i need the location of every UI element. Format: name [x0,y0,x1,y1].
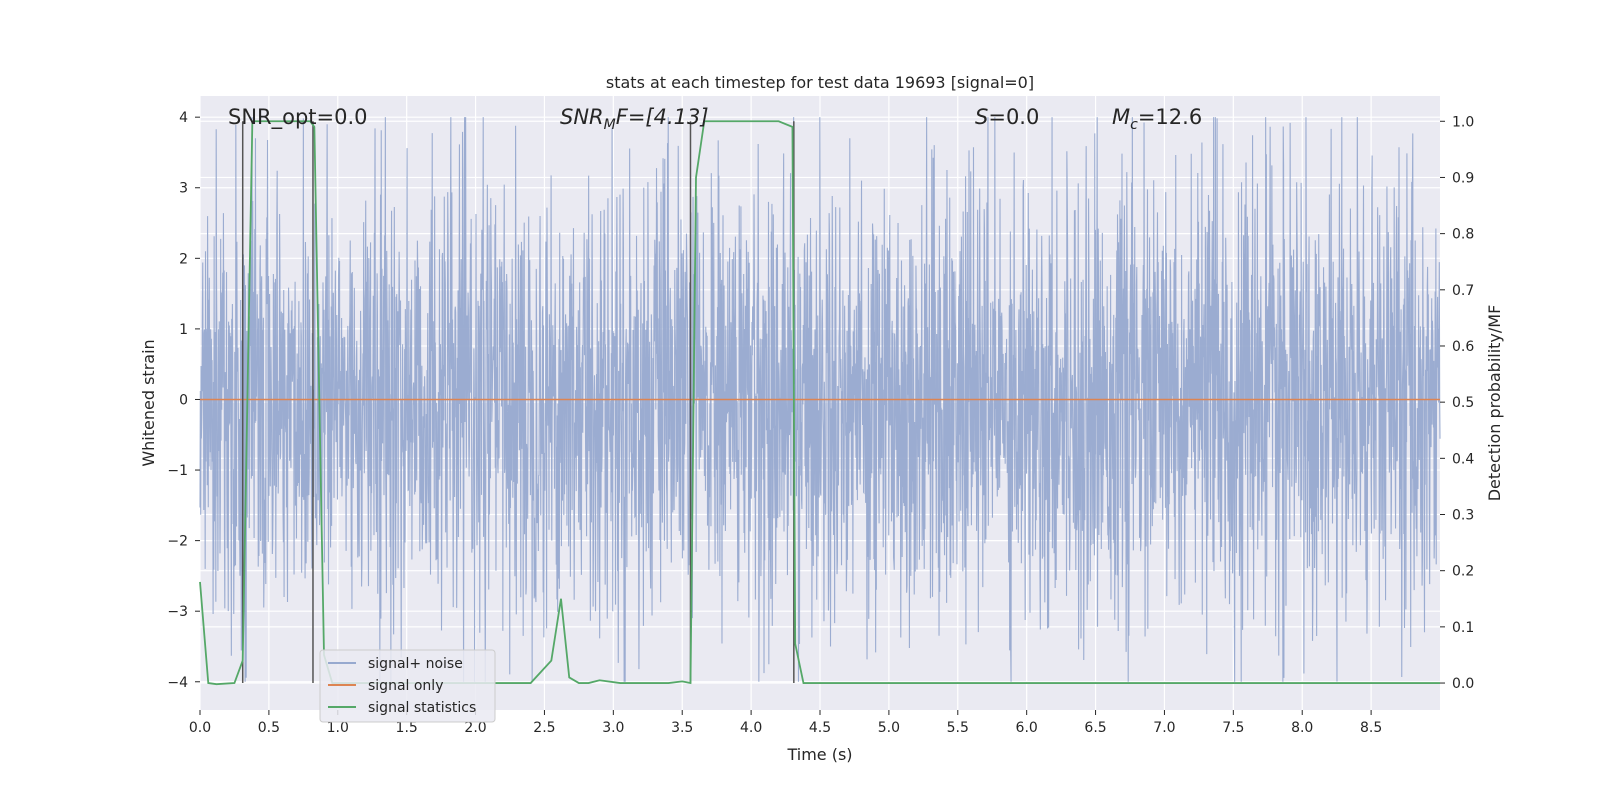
x-tick-label: 6.5 [1084,720,1106,736]
y-right-tick-label: 0.9 [1452,170,1474,186]
x-tick-label: 7.5 [1222,720,1244,736]
x-tick-label: 3.5 [671,720,693,736]
y-left-axis-label: Whitened strain [139,339,158,466]
x-axis-label: Time (s) [786,745,852,764]
x-tick-label: 2.5 [533,720,555,736]
y-left-tick-label: 0 [179,392,188,408]
left-axis-ticks: 4 3 2 1 0 −1 −2 −3 −4 [167,110,200,691]
y-left-tick-label: −1 [167,463,188,479]
x-tick-label: 4.5 [809,720,831,736]
signal-statistics-line [199,120,1440,686]
snr-mf-rest: F=[4.13] [616,105,709,129]
x-tick-label: 8.5 [1360,720,1382,736]
x-tick-label: 7.0 [1153,720,1175,736]
x-tick-label: 8.0 [1291,720,1313,736]
legend-box [319,649,496,723]
annotation-s: S=0.0 [975,105,1039,129]
x-tick-label: 0.5 [258,720,280,736]
y-right-tick-label: 0.1 [1452,620,1474,636]
y-left-tick-label: −2 [167,534,188,550]
snr-mf-base: SNR [560,105,604,129]
annotation-snr-mf: SNRMF=[4.13] [560,105,709,133]
legend-label-signal-noise: signal+ noise [368,656,463,672]
series-signal-noise [199,117,1441,682]
x-tick-label: 5.5 [947,720,969,736]
right-axis-ticks: 1.0 0.9 0.8 0.7 0.6 0.5 0.4 0.3 0.2 0.1 0.0 [1440,114,1474,692]
y-right-tick-label: 0.3 [1452,508,1474,524]
annotation-snr-opt: SNR_opt=0.0 [228,105,368,130]
y-right-tick-label: 1.0 [1452,114,1474,130]
snr-mf-f: F=[4.13] [616,105,709,129]
y-left-tick-label: 4 [179,110,188,126]
x-tick-label: 4.0 [740,720,762,736]
y-right-tick-label: 0.2 [1452,564,1474,580]
legend-label-signal-only: signal only [368,678,443,694]
y-left-tick-label: 1 [179,322,188,338]
mc-base: M [1112,105,1130,129]
y-left-tick-label: −4 [167,675,188,691]
y-right-tick-label: 0.8 [1452,227,1474,243]
y-right-axis-label: Detection probability/MF [1485,305,1504,502]
x-tick-label: 2.0 [464,720,486,736]
s-italic: S [975,105,988,129]
mc-sub: c [1130,117,1138,133]
noise-line [199,117,1441,682]
legend-label-signal-statistics: signal statistics [368,700,476,716]
y-right-tick-label: 0.4 [1452,451,1474,467]
y-right-tick-label: 0.5 [1452,395,1474,411]
x-tick-label: 1.0 [327,720,349,736]
x-tick-label: 0.0 [189,720,211,736]
y-left-tick-label: −3 [167,604,188,620]
y-right-tick-label: 0.6 [1452,339,1474,355]
x-tick-label: 3.0 [602,720,624,736]
snr-mf-sub: M [604,117,616,133]
annotation-mc: Mc=12.6 [1112,105,1202,133]
mc-rest: =12.6 [1138,105,1202,129]
y-left-tick-label: 2 [179,251,188,267]
y-right-tick-label: 0.0 [1452,676,1474,692]
y-right-tick-label: 0.7 [1452,283,1474,299]
chart-title: stats at each timestep for test data 196… [606,73,1034,92]
s-rest: =0.0 [988,105,1039,129]
x-tick-label: 1.5 [396,720,418,736]
x-tick-label: 6.0 [1016,720,1038,736]
x-axis-ticks: 0.0 0.5 1.0 1.5 2.0 2.5 3.0 3.5 4.0 4.5 5.0 5.5 6.0 6… [189,710,1382,736]
series-signal-statistics [199,120,1440,686]
legend: signal+ noise signal only signal statist… [319,649,496,723]
x-tick-label: 5.0 [878,720,900,736]
y-left-tick-label: 3 [179,181,188,197]
